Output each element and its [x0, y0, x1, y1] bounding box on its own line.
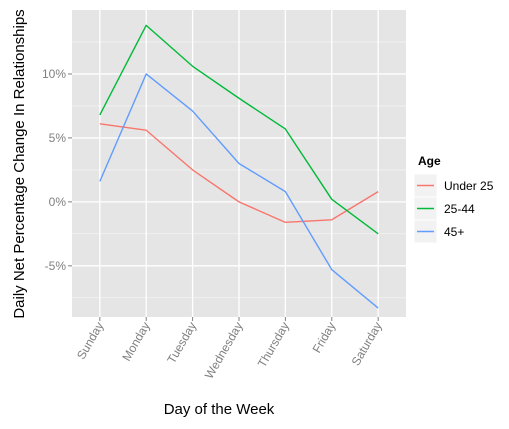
x-tick-label: Monday [119, 320, 152, 364]
y-tick-label: -5% [45, 259, 67, 273]
x-axis-ticks: Sunday Monday Tuesday Wednesday Thursday Frid… [74, 317, 385, 381]
y-axis-ticks: -5% 0% 5% 10% [42, 67, 72, 273]
x-tick-label: Saturday [349, 320, 385, 369]
grid-lines [72, 10, 406, 317]
series-line [99, 73, 379, 309]
x-tick-label: Tuesday [164, 320, 199, 366]
legend-title: Age [418, 154, 441, 168]
y-tick-label: 5% [49, 131, 67, 145]
y-axis-title: Daily Net Percentage Change In Relations… [11, 9, 28, 318]
y-tick-label: 0% [49, 195, 67, 209]
x-tick-label: Sunday [74, 320, 106, 362]
legend-label: Under 25 [444, 179, 494, 193]
legend-item: Under 25 [413, 173, 494, 198]
x-tick-label: Friday [310, 320, 339, 356]
legend: Age Under 25 25-44 45+ [413, 154, 494, 244]
series-line [99, 24, 379, 235]
x-tick-label: Thursday [255, 320, 292, 370]
legend-item: 25-44 [413, 196, 475, 221]
x-axis-title: Day of the Week [164, 401, 275, 418]
y-tick-label: 10% [42, 67, 66, 81]
legend-label: 25-44 [444, 202, 475, 216]
series-lines [99, 24, 379, 309]
legend-item: 45+ [413, 219, 464, 244]
legend-items: Under 25 25-44 45+ [413, 173, 494, 244]
legend-label: 45+ [444, 225, 464, 239]
series-line [99, 123, 379, 224]
x-tick-label: Wednesday [202, 320, 246, 382]
